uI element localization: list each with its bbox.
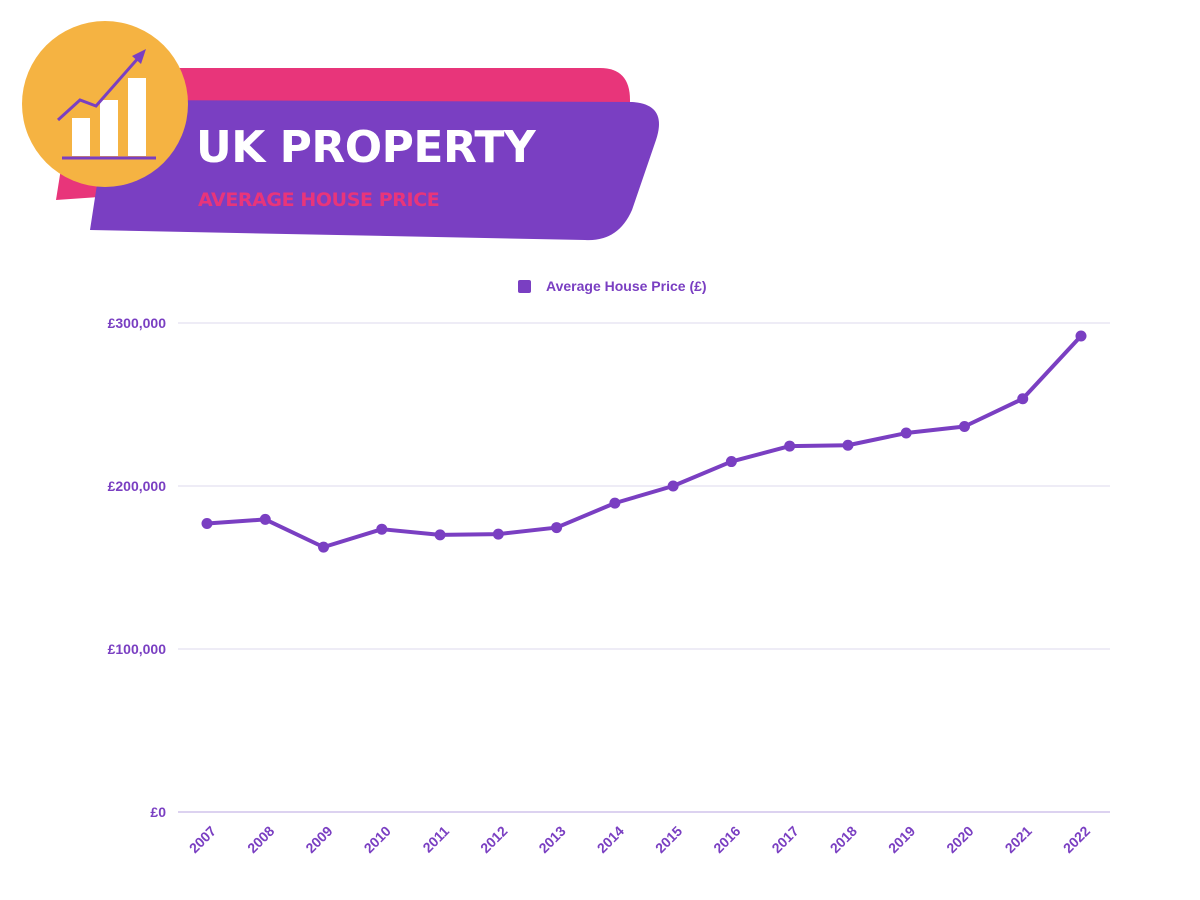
growth-chart-icon — [22, 21, 188, 187]
data-point — [551, 522, 563, 534]
x-tick-label: 2021 — [1002, 823, 1035, 856]
data-point — [492, 528, 504, 540]
y-tick-label: £300,000 — [108, 315, 167, 331]
legend-label: Average House Price (£) — [546, 278, 707, 294]
x-tick-label: 2019 — [885, 823, 918, 856]
x-axis-labels: 2007 2008 2009 2010 2011 2012 2013 2014 2015 2016… — [186, 823, 1093, 856]
data-point — [434, 529, 446, 541]
data-point — [725, 456, 737, 468]
x-tick-label: 2014 — [594, 823, 627, 856]
series-line — [205, 334, 1083, 550]
data-points — [201, 330, 1087, 553]
header-banner — [22, 21, 659, 241]
x-tick-label: 2020 — [943, 823, 976, 856]
data-point — [842, 439, 854, 451]
chart-legend: Average House Price (£) — [518, 278, 707, 294]
data-point — [201, 517, 213, 529]
x-tick-label: 2010 — [361, 823, 394, 856]
x-tick-label: 2011 — [419, 823, 452, 856]
x-tick-label: 2017 — [768, 823, 801, 856]
legend-swatch — [518, 279, 531, 293]
y-tick-label: £0 — [150, 804, 166, 820]
data-point — [1017, 393, 1029, 405]
data-point — [1075, 330, 1087, 342]
data-point — [318, 541, 330, 553]
x-tick-label: 2015 — [652, 823, 685, 856]
x-tick-label: 2018 — [827, 823, 860, 856]
x-tick-label: 2009 — [302, 823, 335, 856]
data-point — [784, 440, 796, 452]
y-tick-label: £200,000 — [108, 478, 167, 494]
x-tick-label: 2016 — [710, 823, 743, 856]
x-tick-label: 2008 — [244, 823, 277, 856]
data-point — [609, 497, 621, 509]
x-tick-label: 2012 — [477, 823, 510, 856]
x-tick-label: 2007 — [186, 823, 219, 856]
x-tick-label: 2022 — [1060, 823, 1093, 856]
data-point — [900, 427, 912, 439]
data-point — [259, 513, 271, 525]
data-point — [376, 523, 388, 535]
y-axis-labels: £0 £100,000 £200,000 £300,000 — [108, 315, 167, 820]
data-point — [667, 480, 679, 492]
page-subtitle: AVERAGE HOUSE PRICE — [198, 189, 440, 211]
data-point — [958, 421, 970, 433]
x-tick-label: 2013 — [535, 823, 568, 856]
banner-purple-shape — [90, 100, 659, 241]
grid-lines — [178, 322, 1110, 813]
page-title: UK PROPERTY — [196, 122, 536, 173]
y-tick-label: £100,000 — [108, 641, 167, 657]
